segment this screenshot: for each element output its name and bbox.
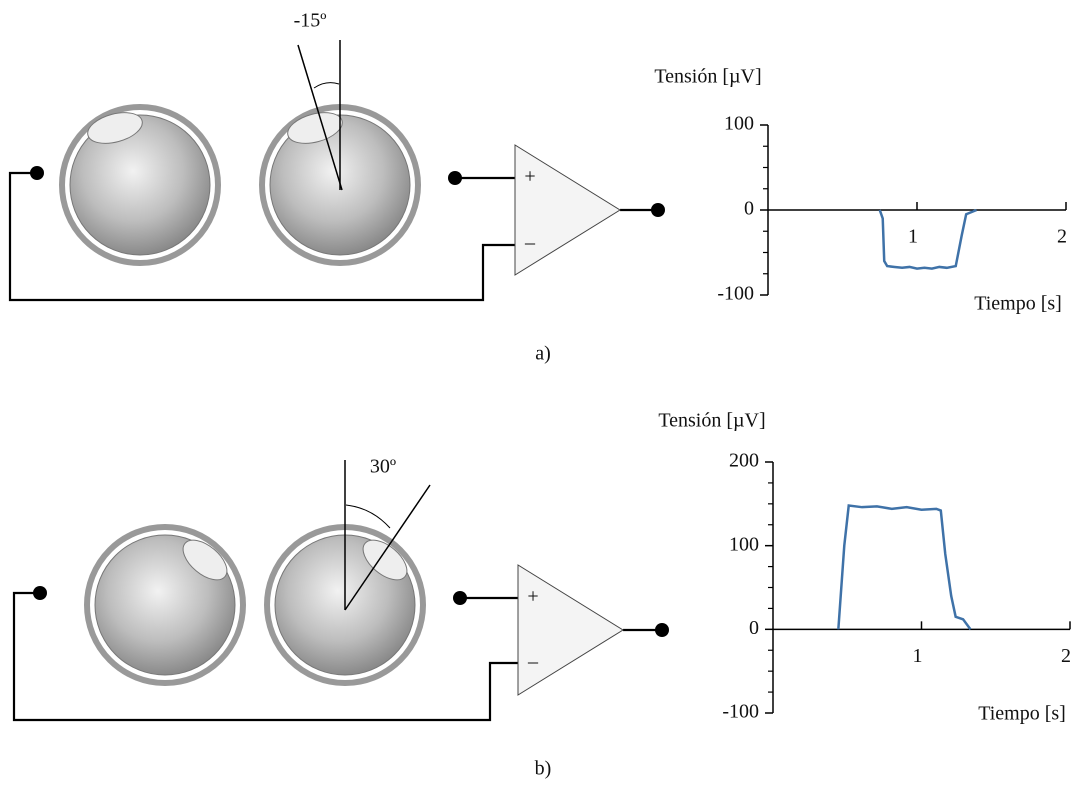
y-tick-label: 100 (724, 113, 754, 135)
x-axis-label: Tiempo [s] (974, 293, 1062, 315)
lens (362, 539, 408, 581)
angle-arc (345, 504, 391, 529)
x-tick-label: 2 (1057, 226, 1067, 248)
terminal (655, 623, 669, 637)
y-tick-label: 0 (749, 617, 759, 639)
terminal (33, 586, 47, 600)
plus-sign: + (524, 166, 535, 188)
eye (59, 104, 221, 266)
y-axis-label: Tensión [µV] (658, 410, 765, 432)
y-tick-label: -100 (722, 701, 759, 723)
gaze-line (297, 44, 343, 191)
eye (69, 114, 211, 256)
x-axis-label: Tiempo [s] (978, 703, 1066, 725)
y-tick-label: -100 (717, 283, 754, 305)
terminal (651, 203, 665, 217)
y-axis-label: Tensión [µV] (654, 66, 761, 88)
terminal (453, 591, 467, 605)
y-tick-label: 200 (729, 450, 759, 472)
terminal (448, 171, 462, 185)
panel-a: -15º + – a) (8, 10, 665, 365)
eye (84, 524, 246, 686)
angle-label: -15º (294, 10, 327, 32)
lens (287, 112, 343, 144)
amplifier (517, 564, 624, 696)
data-line (837, 504, 972, 631)
angle-arc (313, 82, 340, 89)
y-tick-label: 100 (729, 533, 759, 555)
panel-b: 30º + – b) (12, 456, 669, 780)
amplifier (514, 144, 621, 276)
caption: a) (535, 343, 551, 365)
y-tick-label: 0 (744, 198, 754, 220)
wire (12, 591, 518, 722)
terminal (30, 166, 44, 180)
caption: b) (535, 758, 552, 780)
x-tick-label: 1 (913, 645, 923, 667)
lens (182, 539, 228, 581)
x-tick-label: 2 (1061, 645, 1071, 667)
wire (8, 171, 515, 302)
lens (87, 112, 143, 144)
data-line (878, 208, 978, 270)
minus-sign: – (524, 232, 536, 254)
x-tick-label: 1 (908, 226, 918, 248)
minus-sign: – (527, 651, 539, 673)
angle-label: 30º (370, 456, 396, 478)
gaze-line (344, 484, 431, 611)
plus-sign: + (527, 586, 538, 608)
